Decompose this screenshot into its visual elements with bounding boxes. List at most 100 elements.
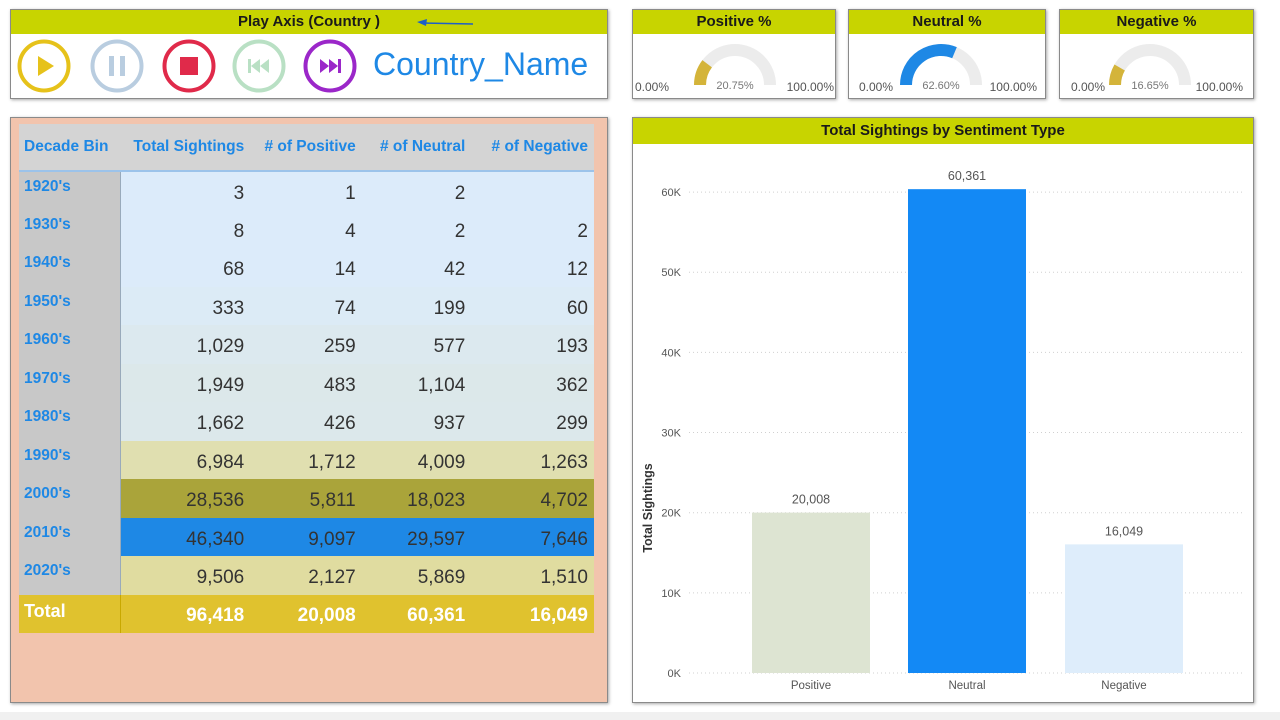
pause-button[interactable] — [90, 39, 144, 93]
table-cell[interactable]: 577 — [361, 325, 472, 364]
table-cell[interactable]: 42 — [361, 248, 472, 287]
row-header[interactable]: 2020's — [19, 556, 121, 595]
matrix-header-row: Decade Bin Total Sightings # of Positive… — [19, 124, 594, 171]
table-cell[interactable]: 28,536 — [120, 479, 251, 518]
table-row[interactable]: 1920's 3 1 2 — [19, 171, 594, 210]
table-row[interactable]: 2010's 46,340 9,097 29,597 7,646 — [19, 517, 594, 556]
x-tick-label: Negative — [1101, 680, 1146, 692]
column-header[interactable]: # of Negative — [471, 124, 594, 171]
table-cell[interactable]: 2,127 — [250, 556, 362, 595]
positive-gauge-card: Positive % 0.00% 20.75% 100.00% — [632, 9, 836, 99]
table-cell[interactable]: 46,340 — [120, 517, 251, 556]
y-tick-label: 40K — [661, 347, 681, 359]
table-cell[interactable]: 5,811 — [250, 479, 362, 518]
table-cell[interactable]: 4 — [250, 209, 362, 248]
table-cell[interactable]: 8 — [120, 209, 251, 248]
table-row[interactable]: 1980's 1,662 426 937 299 — [19, 402, 594, 441]
table-cell[interactable]: 199 — [361, 286, 472, 325]
y-tick-label: 0K — [668, 668, 682, 680]
table-cell[interactable]: 1,104 — [361, 363, 472, 402]
table-cell[interactable]: 2 — [361, 209, 472, 248]
table-cell[interactable]: 259 — [250, 325, 362, 364]
row-header[interactable]: 2000's — [19, 479, 121, 518]
row-header[interactable]: 1960's — [19, 325, 121, 364]
table-row[interactable]: 2000's 28,536 5,811 18,023 4,702 — [19, 479, 594, 518]
row-header[interactable]: 1970's — [19, 363, 121, 402]
table-cell[interactable]: 1,949 — [120, 363, 251, 402]
previous-button[interactable] — [232, 39, 286, 93]
table-cell[interactable]: 7,646 — [471, 517, 594, 556]
bar-neutral[interactable] — [908, 189, 1026, 673]
table-row[interactable]: 1970's 1,949 483 1,104 362 — [19, 363, 594, 402]
table-cell[interactable]: 1,263 — [471, 440, 594, 479]
table-row[interactable]: 1990's 6,984 1,712 4,009 1,263 — [19, 440, 594, 479]
table-cell[interactable]: 4,009 — [361, 440, 472, 479]
table-row[interactable]: 2020's 9,506 2,127 5,869 1,510 — [19, 556, 594, 595]
total-label: Total — [19, 594, 121, 633]
table-cell[interactable]: 14 — [250, 248, 362, 287]
sentiment-bar-chart: Total Sightings by Sentiment Type Total … — [632, 117, 1254, 703]
column-header[interactable]: # of Positive — [250, 124, 362, 171]
row-header[interactable]: 1940's — [19, 248, 121, 287]
bar-positive[interactable] — [752, 512, 870, 673]
table-cell[interactable]: 1,510 — [471, 556, 594, 595]
total-row: Total 96,418 20,008 60,361 16,049 — [19, 594, 594, 633]
table-cell[interactable]: 5,869 — [361, 556, 472, 595]
table-cell[interactable]: 193 — [471, 325, 594, 364]
column-header[interactable]: Decade Bin — [19, 124, 121, 171]
row-header[interactable]: 1950's — [19, 286, 121, 325]
row-header[interactable]: 2010's — [19, 517, 121, 556]
table-cell[interactable]: 426 — [250, 402, 362, 441]
table-cell[interactable]: 60 — [471, 286, 594, 325]
negative-gauge-card: Negative % 0.00% 16.65% 100.00% — [1059, 9, 1254, 99]
gauge-min-label: 0.00% — [859, 80, 893, 94]
data-label: 20,008 — [792, 493, 830, 507]
gauge-title: Neutral % — [849, 10, 1045, 34]
play-button[interactable] — [17, 39, 71, 93]
row-header[interactable]: 1990's — [19, 440, 121, 479]
next-button[interactable] — [303, 39, 357, 93]
table-cell[interactable]: 333 — [120, 286, 251, 325]
table-cell[interactable]: 2 — [471, 209, 594, 248]
gauge-max-label: 100.00% — [787, 80, 835, 94]
data-label: 16,049 — [1105, 524, 1143, 538]
table-cell[interactable]: 4,702 — [471, 479, 594, 518]
table-cell[interactable] — [471, 171, 594, 210]
table-row[interactable]: 1930's 8 4 2 2 — [19, 209, 594, 248]
bar-negative[interactable] — [1065, 544, 1183, 673]
gauge-value-label: 62.60% — [922, 80, 960, 92]
table-cell[interactable]: 3 — [120, 171, 251, 210]
stop-button[interactable] — [162, 39, 216, 93]
table-cell[interactable]: 362 — [471, 363, 594, 402]
table-cell[interactable]: 6,984 — [120, 440, 251, 479]
table-cell[interactable]: 299 — [471, 402, 594, 441]
y-tick-label: 10K — [661, 588, 681, 600]
gauge-fill — [694, 60, 713, 86]
table-row[interactable]: 1940's 68 14 42 12 — [19, 248, 594, 287]
table-cell[interactable]: 1,662 — [120, 402, 251, 441]
table-cell[interactable]: 68 — [120, 248, 251, 287]
table-cell[interactable]: 12 — [471, 248, 594, 287]
table-cell[interactable]: 937 — [361, 402, 472, 441]
table-row[interactable]: 1960's 1,029 259 577 193 — [19, 325, 594, 364]
column-header[interactable]: Total Sightings — [120, 124, 251, 171]
table-cell[interactable]: 2 — [361, 171, 472, 210]
table-cell[interactable]: 29,597 — [361, 517, 472, 556]
table-row[interactable]: 1950's 333 74 199 60 — [19, 286, 594, 325]
table-cell[interactable]: 18,023 — [361, 479, 472, 518]
table-cell[interactable]: 1,712 — [250, 440, 362, 479]
y-tick-label: 30K — [661, 428, 681, 440]
table-cell[interactable]: 1,029 — [120, 325, 251, 364]
row-header[interactable]: 1930's — [19, 209, 121, 248]
table-cell[interactable]: 74 — [250, 286, 362, 325]
row-header[interactable]: 1980's — [19, 402, 121, 441]
table-cell[interactable]: 9,097 — [250, 517, 362, 556]
row-header[interactable]: 1920's — [19, 171, 121, 210]
table-cell[interactable]: 483 — [250, 363, 362, 402]
table-cell[interactable]: 9,506 — [120, 556, 251, 595]
total-cell: 16,049 — [471, 594, 594, 633]
data-label: 60,361 — [948, 169, 986, 183]
y-tick-label: 50K — [661, 267, 681, 279]
table-cell[interactable]: 1 — [250, 171, 362, 210]
column-header[interactable]: # of Neutral — [361, 124, 472, 171]
